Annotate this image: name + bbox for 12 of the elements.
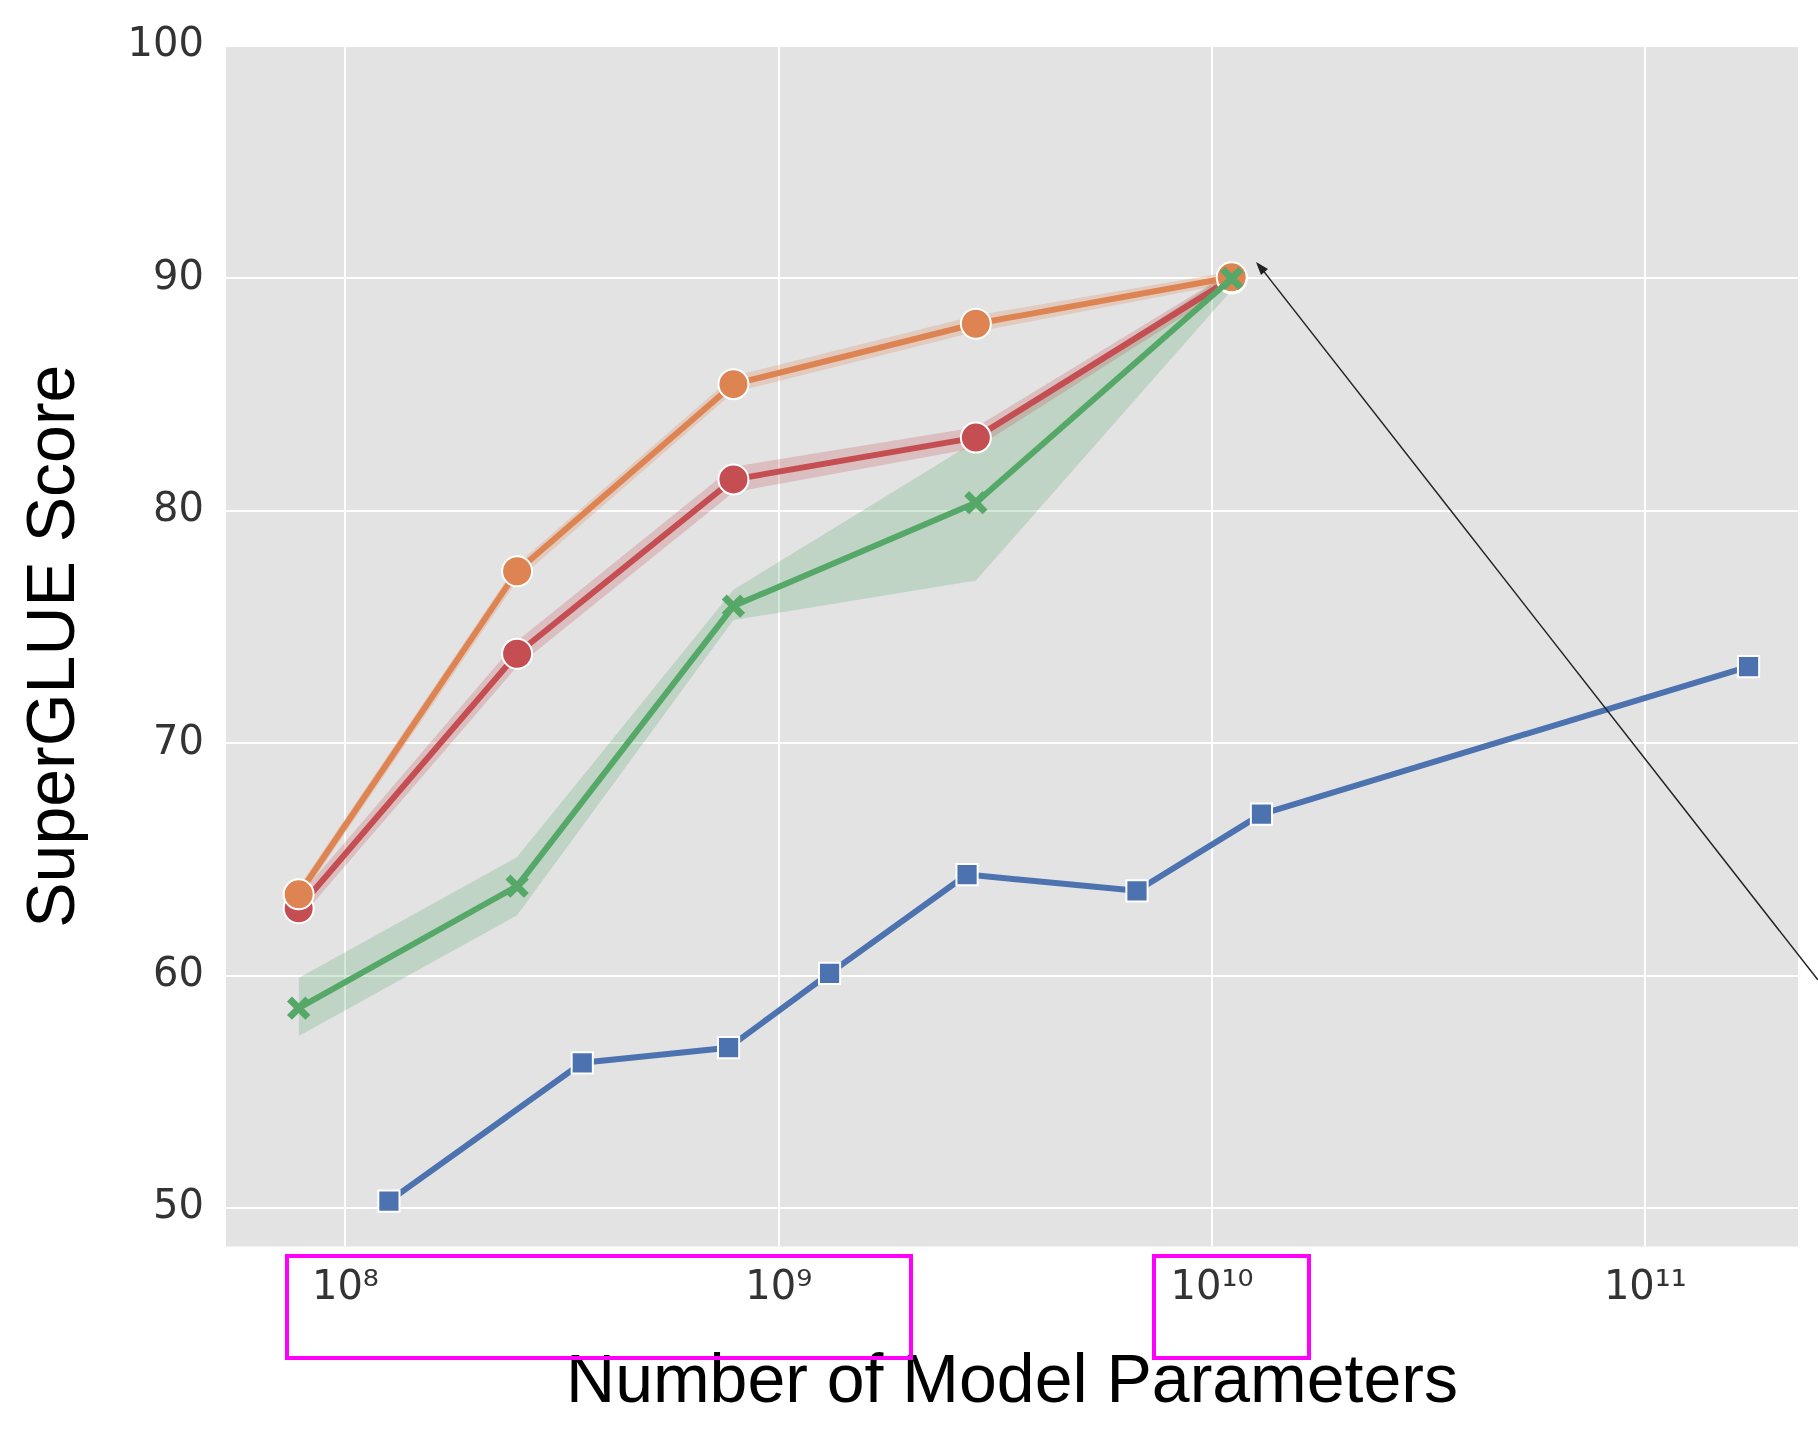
y-tick-label: 100 [127,19,204,66]
x-tick-label: 10¹⁰ [1170,1261,1254,1308]
y-tick-label: 60 [153,949,204,996]
x-tick-label: 10⁹ [745,1261,813,1308]
y-tick-label: 50 [153,1181,204,1228]
y-tick-label: 70 [153,716,204,763]
y-axis-title: SuperGLUE Score [11,364,88,928]
y-tick-label: 90 [153,251,204,298]
y-tick-label: 80 [153,484,204,531]
x-tick-label: 10¹¹ [1603,1261,1687,1308]
x-axis-title: Number of Model Parameters [566,1339,1458,1416]
x-tick-label: 10⁸ [311,1261,379,1308]
